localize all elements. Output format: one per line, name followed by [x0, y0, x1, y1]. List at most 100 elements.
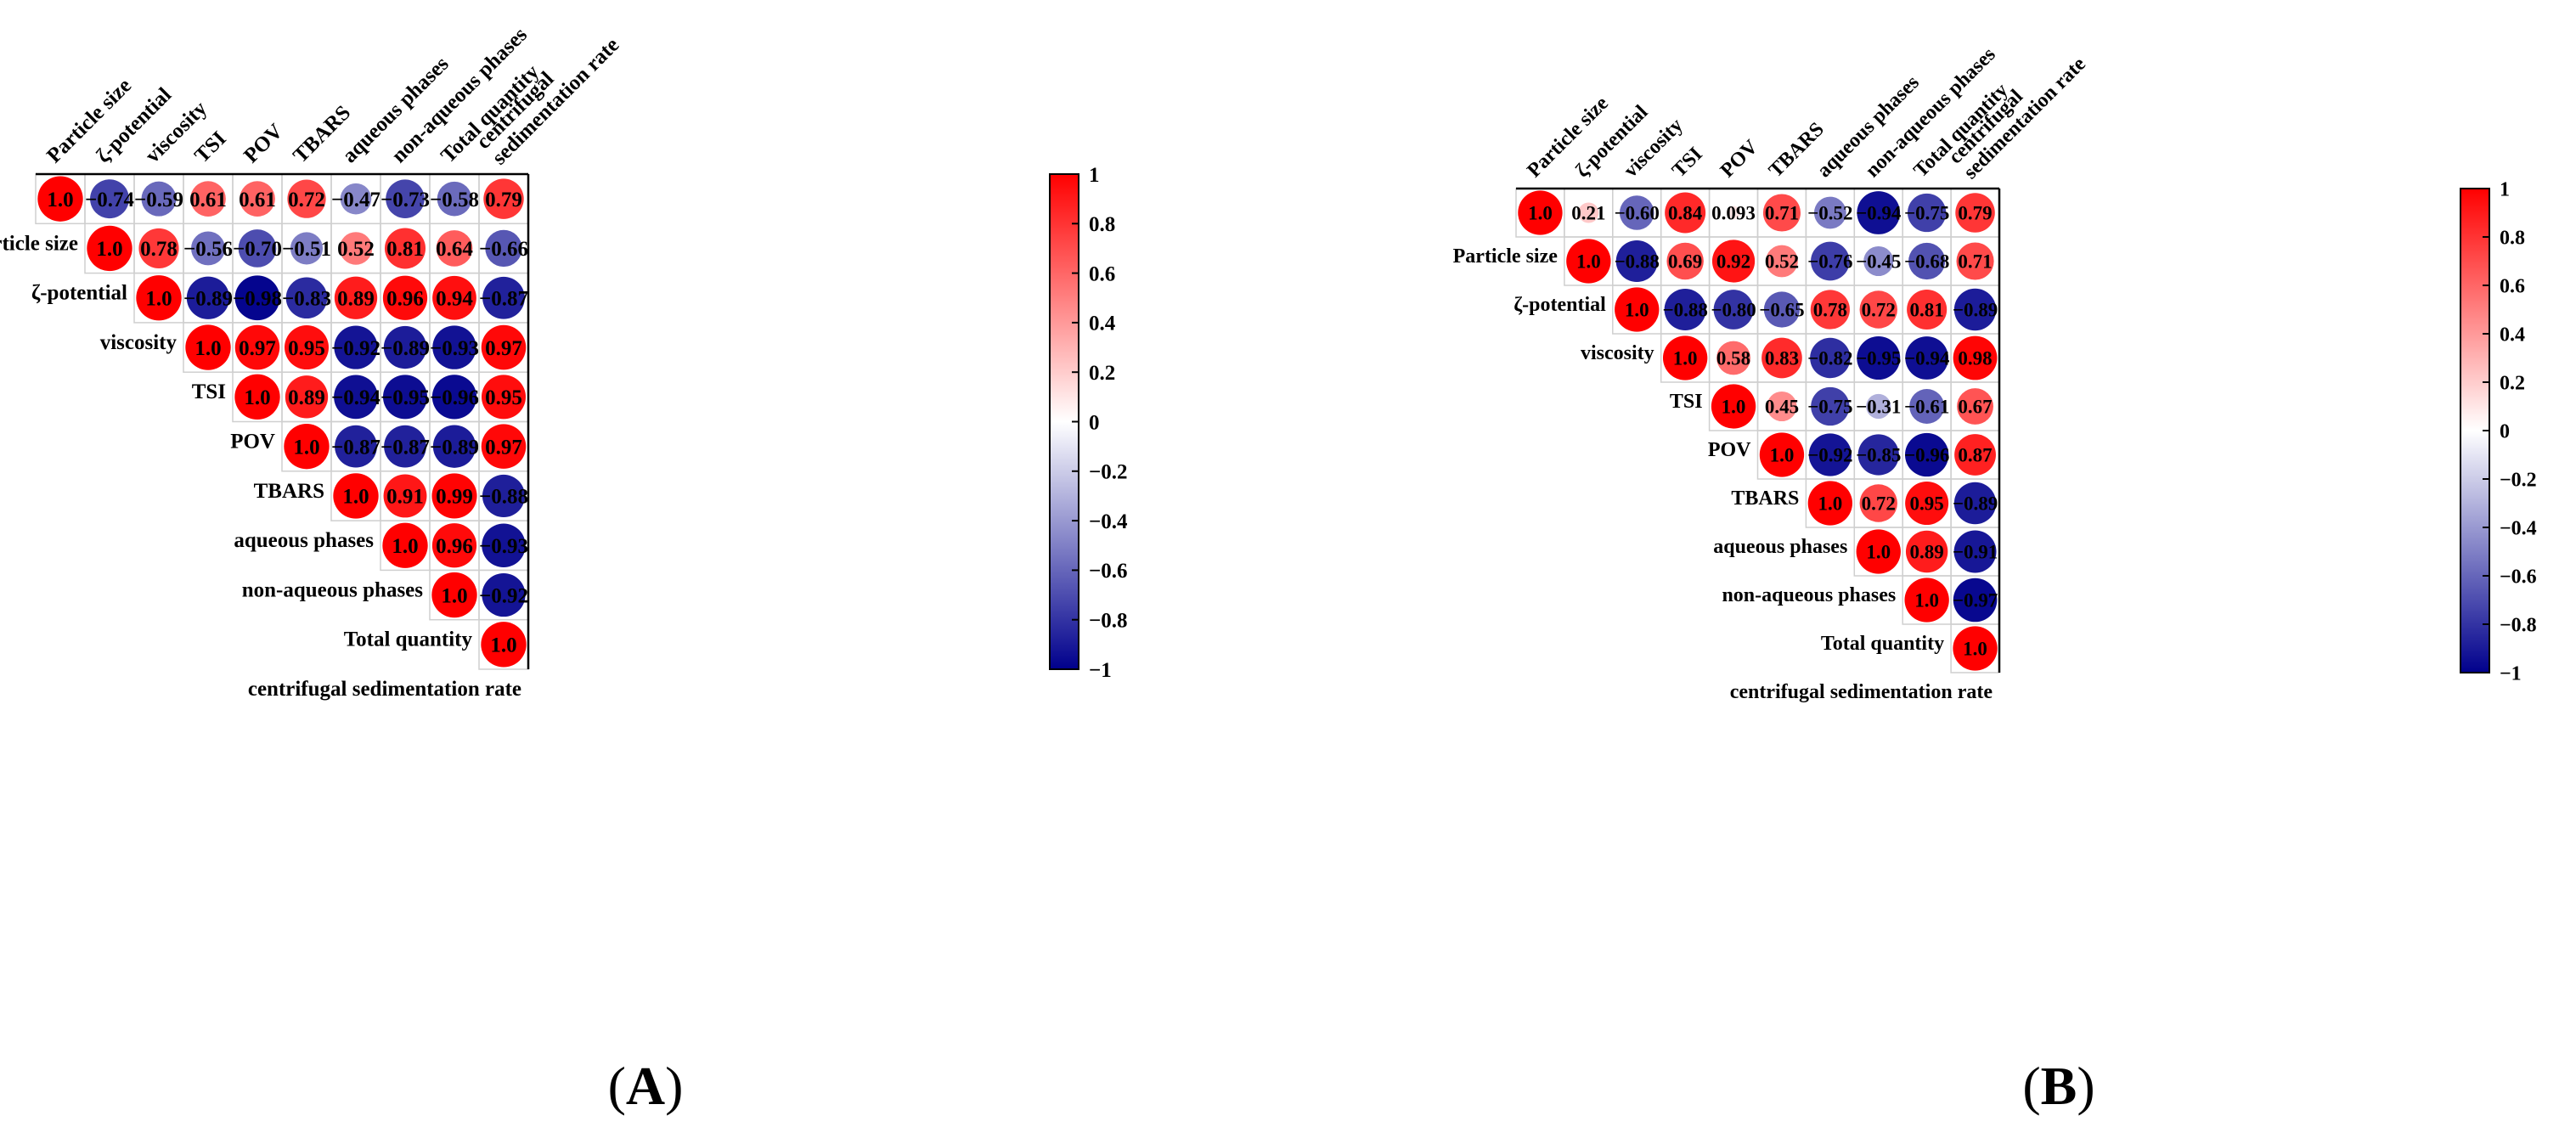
correlation-value-2-9: −0.87: [479, 288, 528, 311]
correlation-circle-1-7: [384, 228, 426, 269]
correlation-circle-4-8: [431, 375, 477, 420]
correlation-value-7-9: −0.93: [479, 535, 528, 558]
correlation-circle-5-6: [335, 425, 377, 468]
correlation-value-0-9: 0.79: [1958, 203, 1992, 224]
colorbar-tick-label: 0.6: [1089, 262, 1115, 285]
correlation-value-0-7: −0.73: [380, 189, 430, 211]
correlation-value-0-2: −0.59: [134, 189, 183, 211]
correlation-value-2-3: −0.89: [183, 288, 233, 311]
correlation-value-3-8: −0.93: [430, 337, 479, 360]
correlation-circle-6-6: [1807, 481, 1853, 526]
correlation-circle-1-5: [1766, 245, 1798, 278]
correlation-circle-1-7: [1863, 245, 1894, 277]
correlation-circle-1-1: [1566, 239, 1611, 284]
correlation-value-7-8: 0.96: [436, 535, 473, 558]
correlation-circle-2-7: [1859, 290, 1897, 329]
correlation-value-1-5: −0.51: [282, 238, 331, 261]
correlation-circle-5-9: [481, 424, 527, 469]
correlation-circle-1-1: [87, 225, 132, 272]
correlation-circle-0-8: [437, 181, 472, 217]
correlation-circle-1-4: [1711, 239, 1756, 283]
correlation-circle-2-4: [1713, 290, 1754, 330]
correlation-circle-7-7: [382, 522, 428, 568]
correlation-circle-6-6: [333, 473, 379, 519]
correlation-value-6-7: 0.72: [1862, 493, 1896, 515]
row-label-pov: POV: [230, 431, 275, 454]
correlation-value-0-9: 0.79: [485, 189, 522, 211]
correlation-value-6-8: 0.95: [1910, 493, 1944, 515]
colorbar-tick-label: 0: [1089, 411, 1100, 434]
correlation-value-4-6: −0.75: [1807, 397, 1852, 418]
correlation-circle-6-7: [1859, 484, 1897, 522]
correlation-value-2-9: −0.89: [1953, 300, 1998, 321]
correlation-value-1-7: −0.45: [1856, 251, 1901, 273]
correlation-circle-8-9: [1953, 578, 1998, 623]
colorbar-tick-label: 0.4: [1089, 313, 1116, 335]
correlation-value-4-5: 0.45: [1765, 397, 1799, 418]
row-label-tsi: TSI: [192, 380, 226, 403]
correlation-value-0-7: −0.94: [1856, 203, 1902, 224]
correlation-value-2-6: 0.78: [1813, 300, 1847, 321]
correlation-circle-3-5: [1761, 337, 1802, 379]
colorbar-tick-label: 0.4: [2500, 324, 2525, 346]
correlation-circle-6-9: [482, 474, 526, 517]
correlation-value-0-1: −0.74: [85, 189, 134, 211]
correlation-circle-3-7: [1857, 335, 1901, 380]
correlation-value-5-9: 0.87: [1958, 445, 1992, 466]
correlation-value-3-5: 0.95: [288, 337, 325, 360]
correlation-value-8-9: −0.97: [1953, 590, 1998, 611]
correlation-circle-3-3: [1662, 335, 1708, 380]
correlation-circle-3-9: [1953, 335, 1998, 380]
correlation-value-0-8: −0.75: [1904, 203, 1949, 224]
correlation-circle-5-7: [384, 425, 426, 468]
correlation-value-4-7: −0.31: [1856, 397, 1901, 418]
correlation-circle-4-5: [1767, 391, 1797, 422]
correlation-value-3-8: −0.94: [1904, 348, 1950, 369]
colorbar-tick-label: −0.2: [2500, 469, 2537, 491]
correlation-value-2-8: 0.81: [1910, 300, 1944, 321]
correlation-value-5-6: −0.92: [1807, 445, 1852, 466]
correlation-value-5-8: −0.89: [430, 436, 479, 459]
correlation-circle-3-8: [1905, 336, 1949, 380]
correlation-value-4-9: 0.95: [485, 386, 522, 409]
correlation-circle-3-7: [383, 325, 427, 369]
correlation-circle-1-9: [1956, 242, 1994, 280]
row-label-centrifugal-sedimentation-rate: centrifugal sedimentation rate: [1730, 681, 1993, 703]
correlation-value-2-2: 1.0: [145, 288, 172, 311]
correlation-circle-0-5: [287, 179, 326, 218]
colorbar-tick-label: 0.6: [2500, 275, 2525, 297]
row-label-non-aqueous-phases: non-aqueous phases: [242, 578, 424, 601]
correlation-value-0-3: 0.61: [189, 189, 227, 211]
correlation-value-4-4: 1.0: [1722, 397, 1746, 418]
correlation-circle-1-8: [436, 230, 473, 267]
correlation-circle-2-8: [1907, 289, 1948, 330]
correlation-circle-3-8: [432, 325, 476, 369]
correlation-value-3-3: 1.0: [194, 337, 221, 360]
correlation-value-2-3: −0.88: [1662, 300, 1707, 321]
correlation-value-4-9: 0.67: [1958, 397, 1992, 418]
correlation-circle-0-1: [1578, 202, 1599, 223]
correlation-value-1-7: 0.81: [386, 238, 424, 261]
row-label-total-quantity: Total quantity: [1821, 633, 1944, 655]
correlation-value-1-1: 1.0: [96, 238, 122, 261]
correlation-value-1-6: 0.52: [337, 238, 375, 261]
colorbar-tick-label: −0.8: [2500, 614, 2537, 636]
correlation-circle-0-6: [1813, 196, 1846, 229]
correlation-circle-0-5: [1762, 194, 1801, 232]
correlation-value-1-3: 0.69: [1668, 251, 1702, 273]
correlation-value-1-8: 0.64: [436, 238, 473, 261]
correlation-value-5-7: −0.87: [380, 436, 430, 459]
correlation-circle-0-2: [141, 181, 177, 217]
row-label-viscosity: viscosity: [1581, 342, 1654, 364]
colorbar-tick-label: 0.2: [1089, 362, 1115, 385]
row-label-total-quantity: Total quantity: [344, 628, 473, 651]
colorbar-tick-label: 0.8: [1089, 213, 1115, 236]
correlation-circle-3-4: [234, 324, 280, 370]
correlation-circle-0-7: [386, 179, 425, 218]
correlation-circle-7-9: [482, 523, 526, 567]
correlation-value-2-8: 0.94: [436, 288, 473, 311]
correlation-value-0-0: 1.0: [47, 189, 73, 211]
colorbar-tick-label: 0.2: [2500, 372, 2525, 394]
correlation-value-2-4: −0.98: [233, 288, 282, 311]
